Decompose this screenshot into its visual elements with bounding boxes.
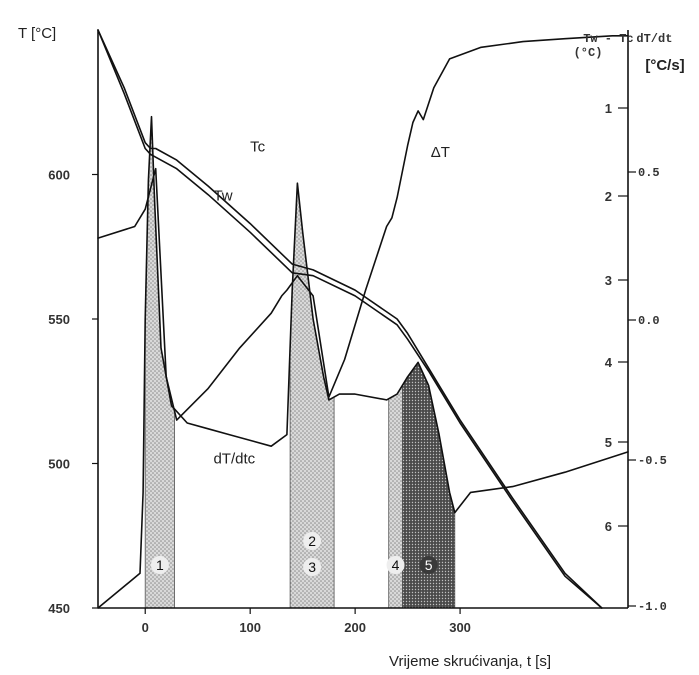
y-tick-label-rate: -1.0 (638, 600, 667, 614)
region-label-bg (303, 532, 322, 550)
region-label-1: 1 (156, 557, 164, 573)
curve-annotations: Tc Tw dT/dtc ΔT (213, 138, 449, 467)
annotation--t: ΔT (431, 144, 450, 161)
shaded-regions (144, 125, 456, 609)
region-1 (144, 125, 176, 609)
x-ticks: 0 100 200 300 (142, 608, 471, 635)
region-3 (388, 384, 403, 609)
y-tick-label-delta: 3 (605, 273, 612, 288)
y-ticks-rate: -1.0 -0.5 0.0 0.5 (628, 166, 667, 614)
series--t (97, 35, 629, 421)
y-axis-label-left: T [°C] (18, 25, 56, 42)
y-ticks-delta: 1 2 3 4 5 6 (605, 101, 628, 534)
region-label-bg (386, 556, 405, 574)
x-tick-label: 200 (344, 620, 366, 635)
region-label-3: 3 (308, 559, 316, 575)
x-tick-label: 0 (142, 620, 149, 635)
y-tick-label-rate: 0.5 (638, 166, 660, 180)
annotation-tc: Tc (250, 138, 266, 155)
y-tick-label-left: 500 (48, 457, 70, 472)
y-tick-label-delta: 5 (605, 435, 612, 450)
y-tick-label-delta: 1 (605, 101, 612, 116)
y-ticks-left: 450 500 550 600 (48, 168, 98, 616)
y-tick-label-left: 450 (48, 601, 70, 616)
x-tick-label: 100 (239, 620, 261, 635)
y-tick-label-delta: 6 (605, 519, 612, 534)
region-labels: 1 2 3 4 5 (150, 532, 438, 576)
region-label-4: 4 (392, 557, 400, 573)
region-label-bg (303, 558, 322, 576)
curves (97, 29, 629, 609)
y-tick-label-delta: 4 (605, 355, 613, 370)
y-axis-label-delta: Tw - Tc (°C) (574, 32, 641, 60)
y-tick-label-rate: 0.0 (638, 314, 660, 328)
region-label-bg (150, 556, 169, 574)
x-tick-label: 300 (449, 620, 471, 635)
y-axis-label-rate: dT/dt [°C/s] (636, 32, 684, 74)
y-tick-label-left: 550 (48, 312, 70, 327)
y-tick-label-left: 600 (48, 168, 70, 183)
region-label-2: 2 (308, 533, 316, 549)
y-tick-label-delta: 2 (605, 189, 612, 204)
annotation-dt-dtc: dT/dtc (213, 451, 255, 468)
y-tick-label-rate: -0.5 (638, 454, 667, 468)
annotation-tw: Tw (213, 188, 232, 205)
region-label-5: 5 (425, 557, 433, 573)
region-label-bg (419, 556, 438, 574)
series-dt-dtc (97, 115, 629, 609)
x-axis-label: Vrijeme skrućivanja, t [s] (389, 653, 551, 670)
